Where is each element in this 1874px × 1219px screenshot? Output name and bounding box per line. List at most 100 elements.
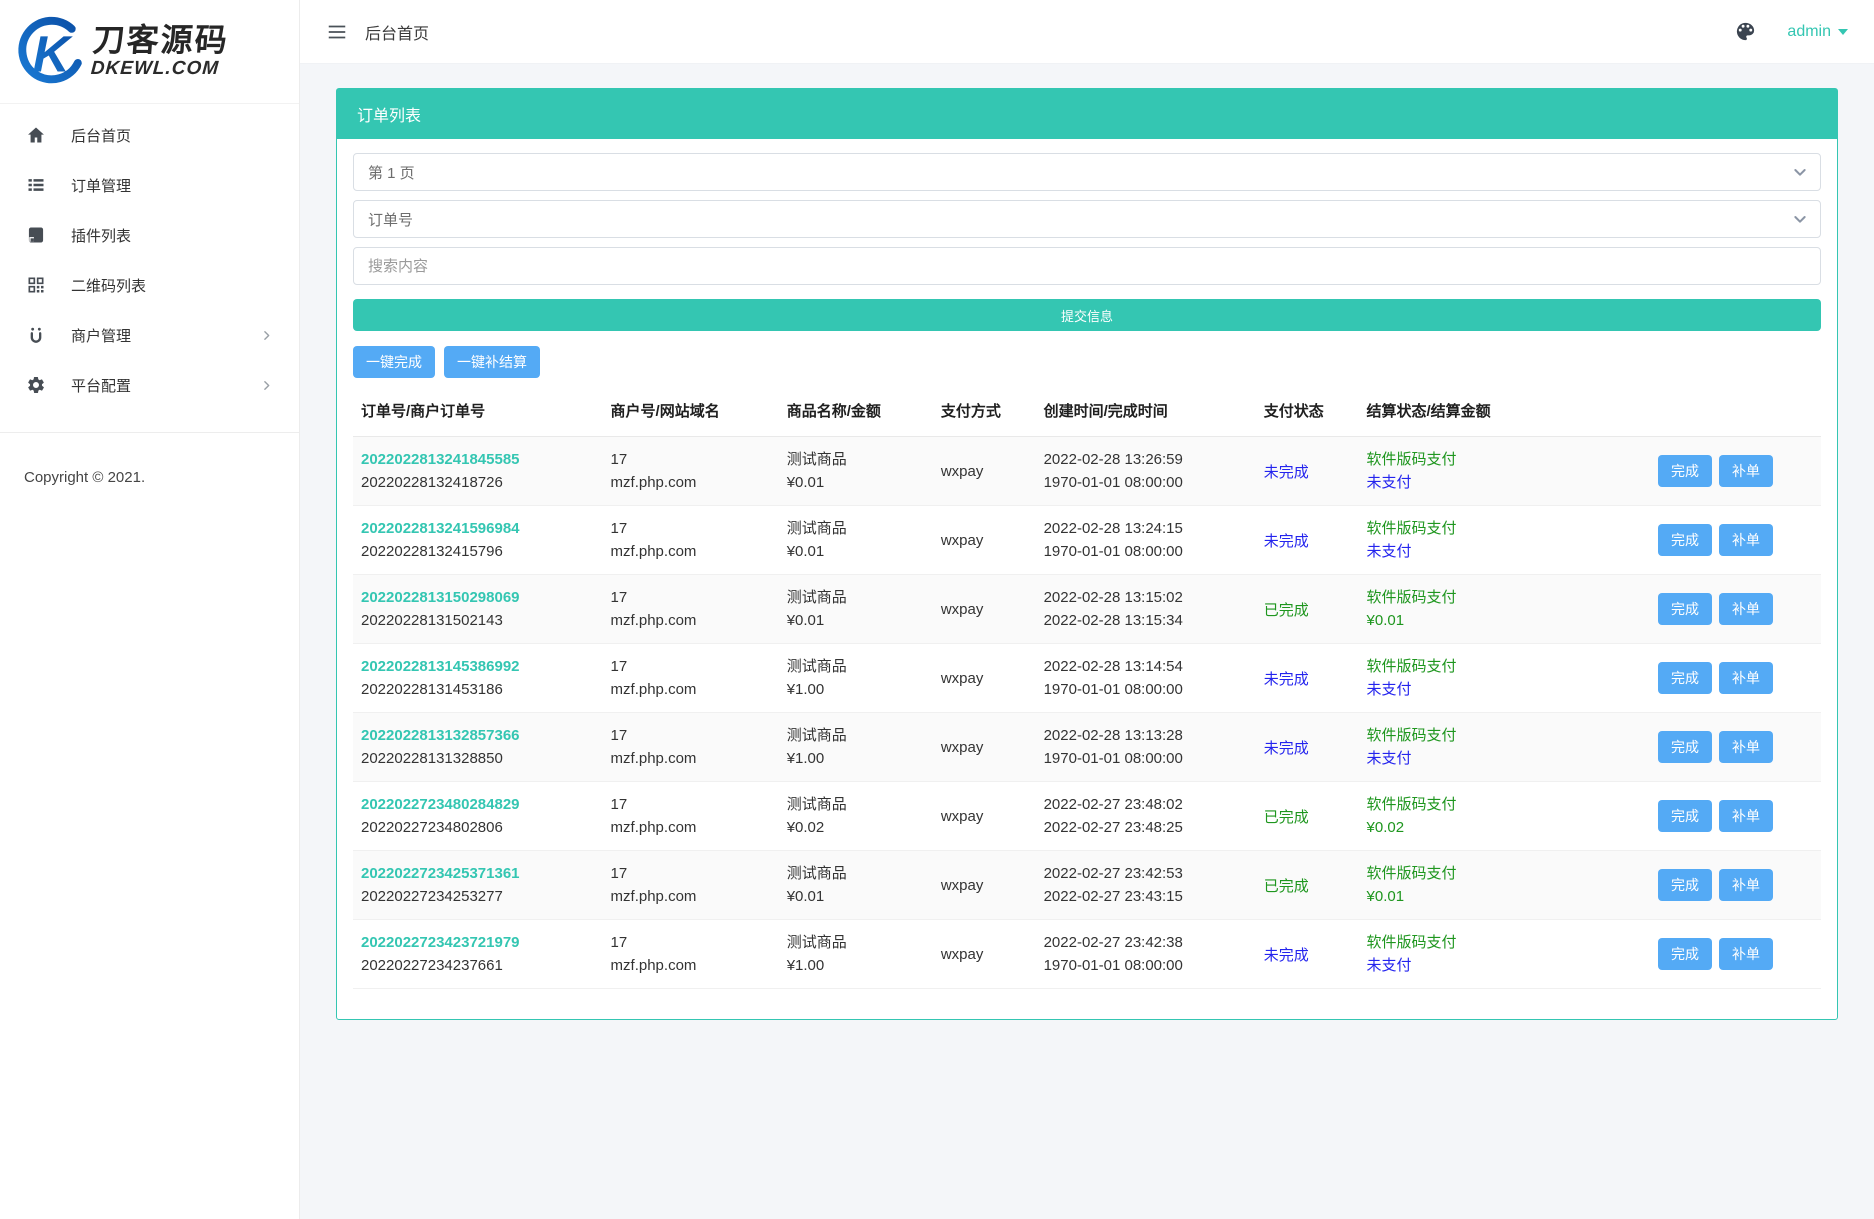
merchant-id: 17 xyxy=(611,586,771,609)
cell-actions: 完成补单 xyxy=(1557,506,1821,575)
settle-value: 未支付 xyxy=(1367,540,1549,563)
sidebar-item-qrcodes[interactable]: 二维码列表 xyxy=(0,260,299,310)
merchant-order-number: 20220227234253277 xyxy=(361,885,595,908)
order-number-link[interactable]: 2022022723423721979 xyxy=(361,931,520,954)
page-select[interactable]: 第 1 页 xyxy=(353,153,1821,191)
pay-status: 已完成 xyxy=(1264,809,1309,826)
created-time: 2022-02-27 23:42:53 xyxy=(1044,862,1248,885)
order-number-link[interactable]: 2022022813241845585 xyxy=(361,448,520,471)
sidebar-nav: 后台首页订单管理插件列表二维码列表商户管理平台配置 xyxy=(0,104,299,410)
product-amount: ¥1.00 xyxy=(787,678,925,701)
sidebar-item-merchants[interactable]: 商户管理 xyxy=(0,310,299,360)
created-time: 2022-02-27 23:48:02 xyxy=(1044,793,1248,816)
resettle-all-button[interactable]: 一键补结算 xyxy=(444,346,540,378)
hamburger-menu-icon[interactable] xyxy=(326,21,348,43)
product-amount: ¥0.01 xyxy=(787,540,925,563)
merchant-id: 17 xyxy=(611,862,771,885)
order-number-link[interactable]: 2022022813132857366 xyxy=(361,724,520,747)
complete-button[interactable]: 完成 xyxy=(1658,938,1712,970)
sidebar-item-platform[interactable]: 平台配置 xyxy=(0,360,299,410)
palette-icon[interactable] xyxy=(1734,20,1757,43)
merchant-id: 17 xyxy=(611,931,771,954)
order-number-link[interactable]: 2022022813150298069 xyxy=(361,586,520,609)
settle-status: 软件版码支付 xyxy=(1367,931,1549,954)
created-time: 2022-02-28 13:14:54 xyxy=(1044,655,1248,678)
reorder-button[interactable]: 补单 xyxy=(1719,455,1773,487)
complete-button[interactable]: 完成 xyxy=(1658,869,1712,901)
svg-text:K: K xyxy=(33,25,74,82)
pay-method: wxpay xyxy=(941,601,984,618)
cell-settlement: 软件版码支付未支付 xyxy=(1359,713,1557,782)
cell-order-no: 202202272348028482920220227234802806 xyxy=(353,782,603,851)
order-number-link[interactable]: 2022022813241596984 xyxy=(361,517,520,540)
brand-logo[interactable]: K 刀客源码 DKEWL.COM xyxy=(0,0,299,104)
sidebar-item-home[interactable]: 后台首页 xyxy=(0,110,299,160)
username: admin xyxy=(1787,23,1831,41)
column-header: 创建时间/完成时间 xyxy=(1036,382,1256,437)
merchant-domain: mzf.php.com xyxy=(611,816,771,839)
pay-status: 未完成 xyxy=(1264,740,1309,757)
cell-product: 测试商品¥0.02 xyxy=(779,782,933,851)
brand-text: 刀客源码 DKEWL.COM xyxy=(90,24,230,80)
merchant-order-number: 20220228132418726 xyxy=(361,471,595,494)
reorder-button[interactable]: 补单 xyxy=(1719,593,1773,625)
merchant-id: 17 xyxy=(611,448,771,471)
orders-table: 订单号/商户订单号商户号/网站域名商品名称/金额支付方式创建时间/完成时间支付状… xyxy=(353,382,1821,989)
created-time: 2022-02-28 13:26:59 xyxy=(1044,448,1248,471)
sidebar-item-label: 平台配置 xyxy=(71,375,260,396)
complete-button[interactable]: 完成 xyxy=(1658,455,1712,487)
reorder-button[interactable]: 补单 xyxy=(1719,524,1773,556)
reorder-button[interactable]: 补单 xyxy=(1719,800,1773,832)
sidebar: K 刀客源码 DKEWL.COM 后台首页订单管理插件列表二维码列表商户管理平台… xyxy=(0,0,300,1219)
search-input[interactable] xyxy=(353,247,1821,285)
complete-button[interactable]: 完成 xyxy=(1658,593,1712,625)
complete-button[interactable]: 完成 xyxy=(1658,731,1712,763)
complete-button[interactable]: 完成 xyxy=(1658,662,1712,694)
order-number-link[interactable]: 2022022813145386992 xyxy=(361,655,520,678)
page-select-value: 第 1 页 xyxy=(368,162,415,183)
cell-product: 测试商品¥1.00 xyxy=(779,713,933,782)
cell-order-no: 202202281315029806920220228131502143 xyxy=(353,575,603,644)
search-field-select[interactable]: 订单号 xyxy=(353,200,1821,238)
merchant-domain: mzf.php.com xyxy=(611,609,771,632)
order-number-link[interactable]: 2022022723480284829 xyxy=(361,793,520,816)
product-amount: ¥0.01 xyxy=(787,609,925,632)
complete-all-button[interactable]: 一键完成 xyxy=(353,346,435,378)
table-row: 20220227234237219792022022723423766117mz… xyxy=(353,920,1821,989)
sidebar-item-label: 后台首页 xyxy=(71,125,273,146)
cell-pay-method: wxpay xyxy=(933,782,1036,851)
copyright-text: Copyright © 2021. xyxy=(0,433,299,522)
merchant-domain: mzf.php.com xyxy=(611,678,771,701)
main-area: 后台首页 admin 订单列表 第 1 xyxy=(300,0,1874,1219)
table-row: 20220228132418455852022022813241872617mz… xyxy=(353,437,1821,506)
home-icon xyxy=(26,125,46,145)
pay-method: wxpay xyxy=(941,808,984,825)
completed-time: 2022-02-27 23:43:15 xyxy=(1044,885,1248,908)
reorder-button[interactable]: 补单 xyxy=(1719,938,1773,970)
user-menu[interactable]: admin xyxy=(1787,23,1848,41)
cell-pay-method: wxpay xyxy=(933,644,1036,713)
product-amount: ¥0.02 xyxy=(787,816,925,839)
reorder-button[interactable]: 补单 xyxy=(1719,662,1773,694)
table-row: 20220227234802848292022022723480280617mz… xyxy=(353,782,1821,851)
order-number-link[interactable]: 2022022723425371361 xyxy=(361,862,520,885)
column-header xyxy=(1557,382,1821,437)
cell-actions: 完成补单 xyxy=(1557,782,1821,851)
complete-button[interactable]: 完成 xyxy=(1658,524,1712,556)
sidebar-item-orders[interactable]: 订单管理 xyxy=(0,160,299,210)
sidebar-item-plugins[interactable]: 插件列表 xyxy=(0,210,299,260)
cell-times: 2022-02-27 23:42:532022-02-27 23:43:15 xyxy=(1036,851,1256,920)
cell-order-no: 202202272342372197920220227234237661 xyxy=(353,920,603,989)
reorder-button[interactable]: 补单 xyxy=(1719,731,1773,763)
complete-button[interactable]: 完成 xyxy=(1658,800,1712,832)
cell-merchant: 17mzf.php.com xyxy=(603,506,779,575)
sidebar-item-label: 插件列表 xyxy=(71,225,273,246)
table-row: 20220228132415969842022022813241579617mz… xyxy=(353,506,1821,575)
product-amount: ¥1.00 xyxy=(787,747,925,770)
reorder-button[interactable]: 补单 xyxy=(1719,869,1773,901)
submit-button[interactable]: 提交信息 xyxy=(353,299,1821,331)
settle-status: 软件版码支付 xyxy=(1367,655,1549,678)
plugin-icon xyxy=(26,225,46,245)
column-header: 商品名称/金额 xyxy=(779,382,933,437)
qrcode-icon xyxy=(26,275,46,295)
